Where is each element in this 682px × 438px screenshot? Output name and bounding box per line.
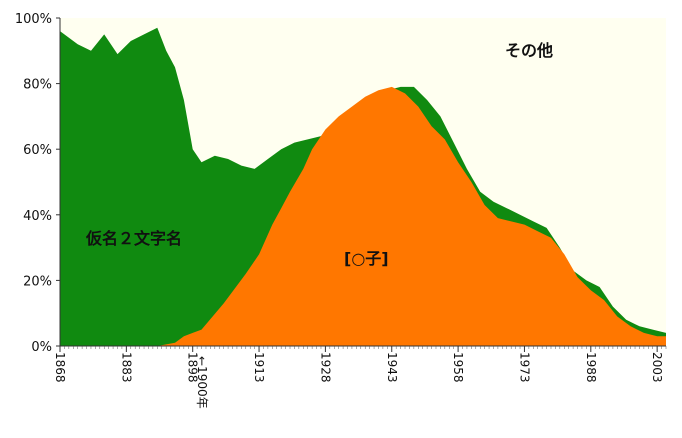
y-tick-label: 0%	[31, 340, 52, 355]
x-tick-label: 1898	[186, 352, 200, 383]
y-tick-label: 80%	[23, 78, 52, 93]
year-1900-annotation: ←1900年	[195, 356, 209, 409]
ko-area	[60, 86, 666, 347]
x-tick-label: 1883	[119, 352, 133, 383]
y-tick-label: 60%	[23, 143, 52, 158]
x-tick-label: 2003	[650, 352, 664, 383]
x-tick-label: 1973	[517, 352, 531, 383]
y-tick-label: 20%	[23, 274, 52, 289]
x-tick-label: 1958	[451, 352, 465, 383]
y-tick-label: 100%	[15, 12, 52, 27]
y-axis: 0% 20% 40% 60% 80% 100%	[15, 12, 61, 355]
x-axis: 1868 1883 1898 1913 1928 1943 1958 1973 1988 2003	[53, 345, 667, 383]
x-tick-label: 1928	[318, 352, 332, 383]
x-tick-label: 1988	[584, 352, 598, 383]
x-tick-label: 1943	[385, 352, 399, 383]
y-tick-label: 40%	[23, 209, 52, 224]
x-tick-label: 1868	[53, 352, 67, 383]
kana2-label: 仮名２文字名	[85, 229, 182, 248]
ko-series-area	[60, 86, 666, 347]
x-tick-label: 1913	[252, 352, 266, 383]
ko-label: [○子]	[344, 249, 389, 268]
other-label: その他	[505, 41, 553, 60]
